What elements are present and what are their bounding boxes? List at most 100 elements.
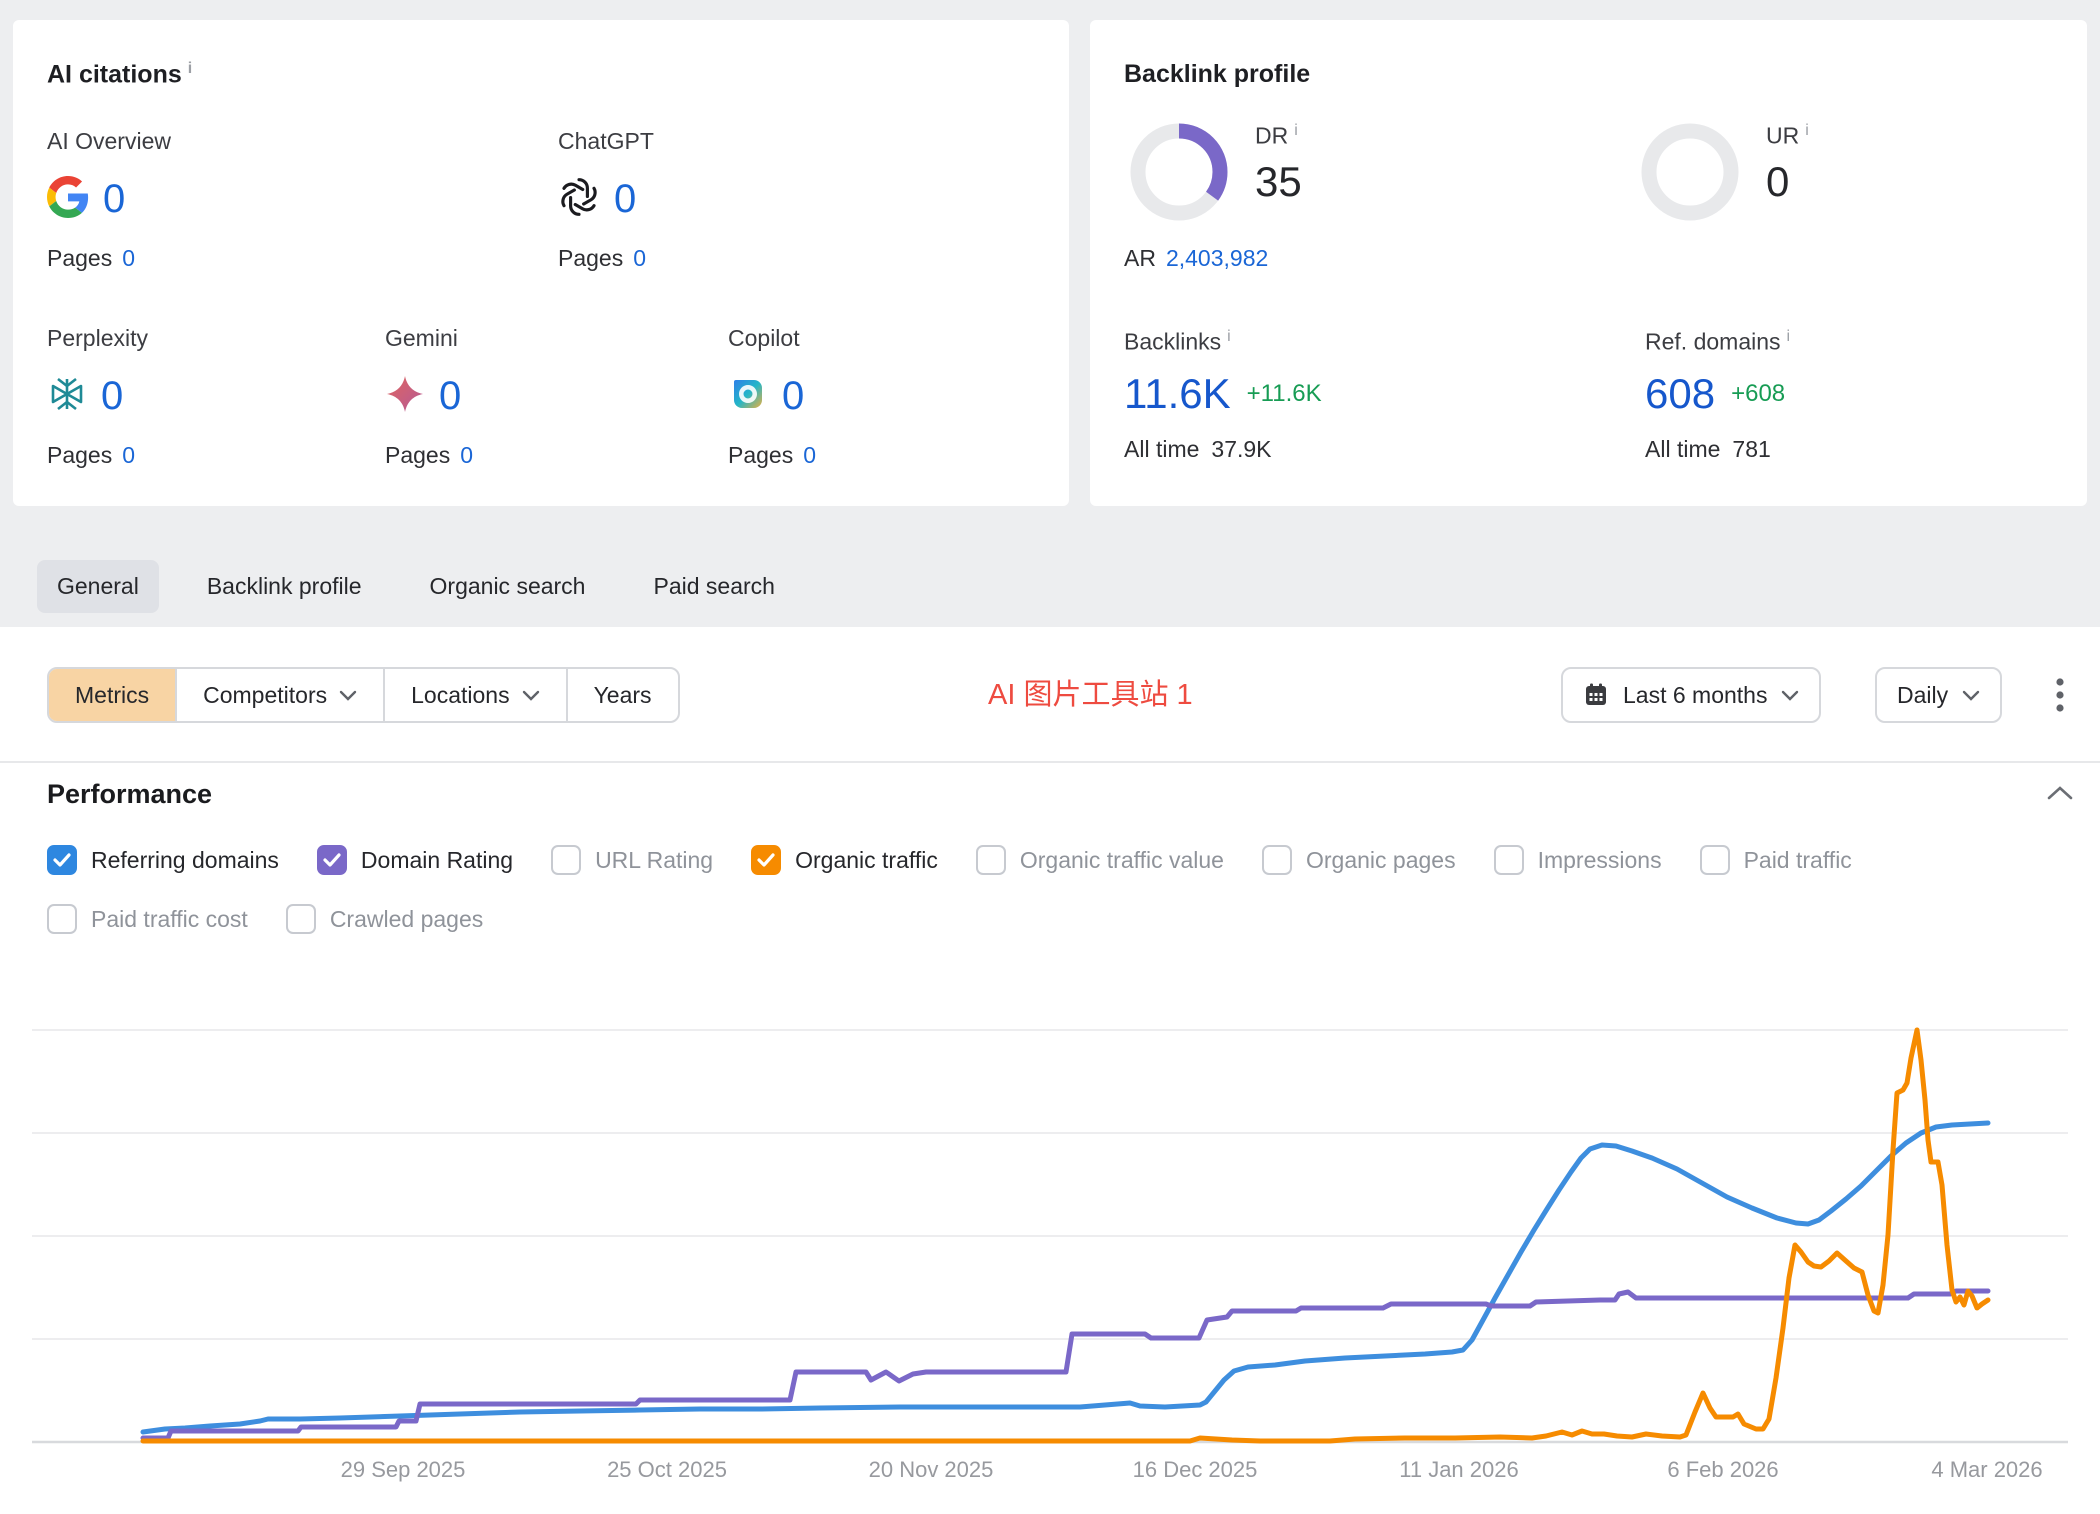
- section-tabs: General Backlink profile Organic search …: [37, 558, 795, 614]
- info-icon[interactable]: i: [1294, 122, 1298, 139]
- backlink-profile-title-text: Backlink profile: [1124, 60, 1310, 88]
- checkbox-domain-rating[interactable]: Domain Rating: [317, 845, 513, 875]
- info-icon[interactable]: i: [1227, 328, 1231, 345]
- chevron-down-icon: [522, 689, 540, 701]
- checkbox-label: URL Rating: [595, 847, 713, 874]
- pages-label: Pages: [558, 245, 623, 271]
- pages-label: Pages: [47, 245, 112, 271]
- tab-paid-search[interactable]: Paid search: [633, 560, 794, 613]
- ref-domains-label: Ref. domainsi: [1645, 328, 1790, 356]
- checkbox-box[interactable]: [1700, 845, 1730, 875]
- checkbox-box[interactable]: [1494, 845, 1524, 875]
- x-axis-tick-label: 29 Sep 2025: [341, 1457, 466, 1482]
- checkbox-box[interactable]: [47, 904, 77, 934]
- engine-count: 0: [439, 374, 461, 419]
- ref-domains-block: Ref. domainsi 608+608 All time781: [1645, 328, 1790, 463]
- engine-copilot: Copilot 0 Pages 0: [728, 325, 1028, 469]
- ur-value: 0: [1766, 158, 1809, 206]
- ai-citations-title-text: AI citations: [47, 60, 182, 88]
- x-axis-tick-label: 25 Oct 2025: [607, 1457, 727, 1482]
- metrics-button[interactable]: Metrics: [49, 669, 177, 721]
- locations-dropdown[interactable]: Locations: [385, 669, 567, 721]
- project-annotation-text: AI 图片工具站 1: [988, 667, 1193, 723]
- chevron-down-icon: [1781, 689, 1799, 701]
- info-icon[interactable]: i: [188, 60, 192, 77]
- x-axis-tick-label: 20 Nov 2025: [869, 1457, 994, 1482]
- checkbox-box[interactable]: [286, 904, 316, 934]
- engine-label: Copilot: [728, 325, 1028, 352]
- performance-line-chart[interactable]: 29 Sep 2025 25 Oct 2025 20 Nov 2025 16 Dec …: [0, 985, 2100, 1514]
- checkbox-impressions[interactable]: Impressions: [1494, 845, 1662, 875]
- x-axis-tick-label: 16 Dec 2025: [1133, 1457, 1258, 1482]
- checkbox-paid-traffic-cost[interactable]: Paid traffic cost: [47, 904, 248, 934]
- backlinks-value-link[interactable]: 11.6K: [1124, 370, 1231, 418]
- tab-general[interactable]: General: [37, 560, 159, 613]
- tab-backlink-profile[interactable]: Backlink profile: [187, 560, 382, 613]
- engine-label: AI Overview: [47, 128, 347, 155]
- pages-value-link[interactable]: 0: [803, 442, 816, 468]
- pages-label: Pages: [728, 442, 793, 468]
- dr-donut-chart: [1129, 122, 1229, 222]
- backlinks-block: Backlinksi 11.6K+11.6K All time37.9K: [1124, 328, 1322, 463]
- alltime-value: 37.9K: [1211, 436, 1271, 462]
- checkbox-label: Impressions: [1538, 847, 1662, 874]
- chevron-up-icon[interactable]: [2046, 785, 2074, 806]
- date-range-dropdown[interactable]: Last 6 months: [1561, 667, 1821, 723]
- ar-value-link[interactable]: 2,403,982: [1166, 245, 1268, 271]
- pages-value-link[interactable]: 0: [122, 442, 135, 468]
- dashboard-page: AI citationsi AI Overview 0 Pages0 ChatG…: [0, 0, 2100, 1514]
- chevron-down-icon: [1962, 689, 1980, 701]
- checkbox-box[interactable]: [551, 845, 581, 875]
- checkbox-box[interactable]: [1262, 845, 1292, 875]
- engine-ai-overview: AI Overview 0 Pages 0: [47, 128, 347, 272]
- checkbox-organic-traffic[interactable]: Organic traffic: [751, 845, 938, 875]
- metric-checkbox-row-1: Referring domains Domain Rating URL Rati…: [47, 845, 1852, 875]
- x-axis-tick-label: 11 Jan 2026: [1399, 1457, 1518, 1482]
- kebab-menu-icon[interactable]: [2040, 675, 2080, 715]
- info-icon[interactable]: i: [1787, 328, 1791, 345]
- granularity-dropdown[interactable]: Daily: [1875, 667, 2002, 723]
- pages-value-link[interactable]: 0: [460, 442, 473, 468]
- chevron-down-icon: [339, 689, 357, 701]
- checkbox-box[interactable]: [976, 845, 1006, 875]
- checkbox-box[interactable]: [317, 845, 347, 875]
- engine-count: 0: [782, 374, 804, 419]
- ur-label: URi: [1766, 122, 1809, 150]
- checkbox-box[interactable]: [751, 845, 781, 875]
- x-axis-tick-label: 6 Feb 2026: [1667, 1457, 1778, 1482]
- engine-count: 0: [101, 374, 123, 419]
- info-icon[interactable]: i: [1805, 122, 1809, 139]
- pages-label: Pages: [385, 442, 450, 468]
- checkbox-label: Paid traffic: [1744, 847, 1852, 874]
- checkbox-paid-traffic[interactable]: Paid traffic: [1700, 845, 1852, 875]
- years-button[interactable]: Years: [568, 669, 678, 721]
- performance-title: Performance: [47, 779, 212, 810]
- ai-citations-title: AI citations i: [47, 60, 192, 89]
- engine-perplexity: Perplexity 0 Pages0: [47, 325, 347, 469]
- checkbox-organic-pages[interactable]: Organic pages: [1262, 845, 1456, 875]
- engine-label: Perplexity: [47, 325, 347, 352]
- backlink-profile-title: Backlink profile: [1124, 60, 1310, 89]
- backlinks-label: Backlinksi: [1124, 328, 1322, 356]
- checkbox-label: Domain Rating: [361, 847, 513, 874]
- checkbox-organic-traffic-value[interactable]: Organic traffic value: [976, 845, 1224, 875]
- checkbox-crawled-pages[interactable]: Crawled pages: [286, 904, 483, 934]
- google-g-icon: [47, 176, 89, 223]
- alltime-label: All time: [1645, 436, 1720, 462]
- tab-organic-search[interactable]: Organic search: [410, 560, 606, 613]
- competitors-dropdown[interactable]: Competitors: [177, 669, 385, 721]
- perplexity-icon: [47, 374, 87, 419]
- checkbox-label: Paid traffic cost: [91, 906, 248, 933]
- pages-value-link[interactable]: 0: [122, 245, 135, 271]
- ref-domains-delta: +608: [1731, 380, 1785, 408]
- engine-label: Gemini: [385, 325, 685, 352]
- checkbox-box[interactable]: [47, 845, 77, 875]
- ai-citations-card: AI citationsi AI Overview 0 Pages0 ChatG…: [13, 20, 1069, 506]
- engine-count: 0: [103, 177, 125, 222]
- checkbox-referring-domains[interactable]: Referring domains: [47, 845, 279, 875]
- ref-domains-value-link[interactable]: 608: [1645, 370, 1715, 418]
- dr-block: DRi 35: [1129, 122, 1302, 222]
- backlink-profile-card: Backlink profile DRi 35 URi 0 AR2,403,98…: [1090, 20, 2087, 506]
- pages-value-link[interactable]: 0: [633, 245, 646, 271]
- checkbox-url-rating[interactable]: URL Rating: [551, 845, 713, 875]
